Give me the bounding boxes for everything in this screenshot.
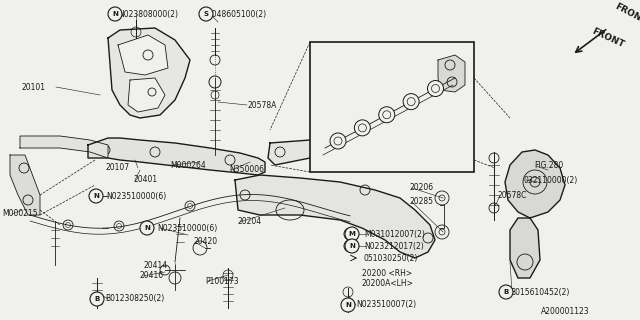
Polygon shape bbox=[510, 218, 540, 278]
Text: N: N bbox=[112, 11, 118, 17]
Text: B015610452(2): B015610452(2) bbox=[510, 287, 570, 297]
Text: A200001123: A200001123 bbox=[541, 308, 590, 316]
Text: 20401: 20401 bbox=[133, 175, 157, 185]
Polygon shape bbox=[505, 150, 565, 218]
Text: B012308250(2): B012308250(2) bbox=[105, 294, 164, 303]
Circle shape bbox=[379, 107, 395, 123]
Text: 20205: 20205 bbox=[378, 143, 402, 153]
Circle shape bbox=[108, 7, 122, 21]
Text: 20204: 20204 bbox=[238, 218, 262, 227]
Text: 20204A<RH>: 20204A<RH> bbox=[340, 55, 393, 65]
Text: N023510000(6): N023510000(6) bbox=[157, 223, 217, 233]
Circle shape bbox=[355, 120, 371, 136]
Circle shape bbox=[330, 133, 346, 149]
Text: N: N bbox=[345, 302, 351, 308]
Circle shape bbox=[90, 292, 104, 306]
Bar bbox=[310, 42, 474, 172]
Text: M: M bbox=[349, 231, 355, 237]
Text: N023808000(2): N023808000(2) bbox=[118, 10, 178, 19]
Circle shape bbox=[499, 285, 513, 299]
Text: 20285: 20285 bbox=[410, 197, 434, 206]
Text: S048605100(2): S048605100(2) bbox=[208, 10, 267, 19]
Text: N023510000(6): N023510000(6) bbox=[106, 191, 166, 201]
Polygon shape bbox=[88, 138, 265, 175]
Text: 20101: 20101 bbox=[22, 83, 46, 92]
Text: 20578C: 20578C bbox=[498, 191, 527, 201]
Text: 20280: 20280 bbox=[422, 98, 446, 107]
Text: 20414: 20414 bbox=[144, 260, 168, 269]
Text: N: N bbox=[349, 243, 355, 249]
Polygon shape bbox=[108, 28, 190, 118]
Text: 20238: 20238 bbox=[420, 84, 444, 92]
Text: 20420: 20420 bbox=[193, 237, 217, 246]
Polygon shape bbox=[438, 55, 465, 92]
Polygon shape bbox=[235, 175, 435, 258]
Text: 20204B<LH>: 20204B<LH> bbox=[340, 68, 392, 76]
Text: M000264: M000264 bbox=[170, 161, 205, 170]
Text: N350006: N350006 bbox=[229, 165, 264, 174]
Text: M000215: M000215 bbox=[2, 210, 38, 219]
Text: N023212017(2): N023212017(2) bbox=[364, 242, 424, 251]
Text: 20258B: 20258B bbox=[318, 116, 347, 124]
Text: 051030250(2): 051030250(2) bbox=[364, 253, 419, 262]
Text: 20578A: 20578A bbox=[247, 100, 276, 109]
Circle shape bbox=[403, 94, 419, 110]
Text: N: N bbox=[144, 225, 150, 231]
Text: 032110000(2): 032110000(2) bbox=[524, 175, 579, 185]
Text: FIG.280: FIG.280 bbox=[534, 162, 563, 171]
Circle shape bbox=[199, 7, 213, 21]
Circle shape bbox=[345, 239, 359, 253]
Text: B: B bbox=[94, 296, 100, 302]
Text: N: N bbox=[93, 193, 99, 199]
Text: N023510007(2): N023510007(2) bbox=[356, 300, 416, 309]
Circle shape bbox=[89, 189, 103, 203]
Text: 20280A: 20280A bbox=[364, 156, 393, 164]
Polygon shape bbox=[20, 136, 108, 158]
Text: B: B bbox=[504, 289, 509, 295]
Text: FRONT: FRONT bbox=[590, 27, 625, 49]
Text: 20107: 20107 bbox=[106, 164, 130, 172]
Circle shape bbox=[428, 81, 444, 97]
Text: 20205: 20205 bbox=[404, 47, 428, 57]
Text: S: S bbox=[204, 11, 209, 17]
Polygon shape bbox=[118, 35, 168, 75]
Circle shape bbox=[140, 221, 154, 235]
Polygon shape bbox=[10, 155, 40, 215]
Text: 20283: 20283 bbox=[320, 135, 344, 145]
Text: M031012007(2): M031012007(2) bbox=[364, 229, 425, 238]
Circle shape bbox=[345, 227, 359, 241]
Text: 20200 <RH>: 20200 <RH> bbox=[362, 268, 412, 277]
Circle shape bbox=[341, 298, 355, 312]
Text: 20200A<LH>: 20200A<LH> bbox=[362, 279, 414, 289]
Text: 20416: 20416 bbox=[140, 271, 164, 281]
Text: P100173: P100173 bbox=[205, 276, 239, 285]
Polygon shape bbox=[268, 90, 445, 165]
Polygon shape bbox=[128, 78, 165, 112]
Text: 20206: 20206 bbox=[410, 183, 434, 193]
Text: FRONT: FRONT bbox=[613, 2, 640, 26]
